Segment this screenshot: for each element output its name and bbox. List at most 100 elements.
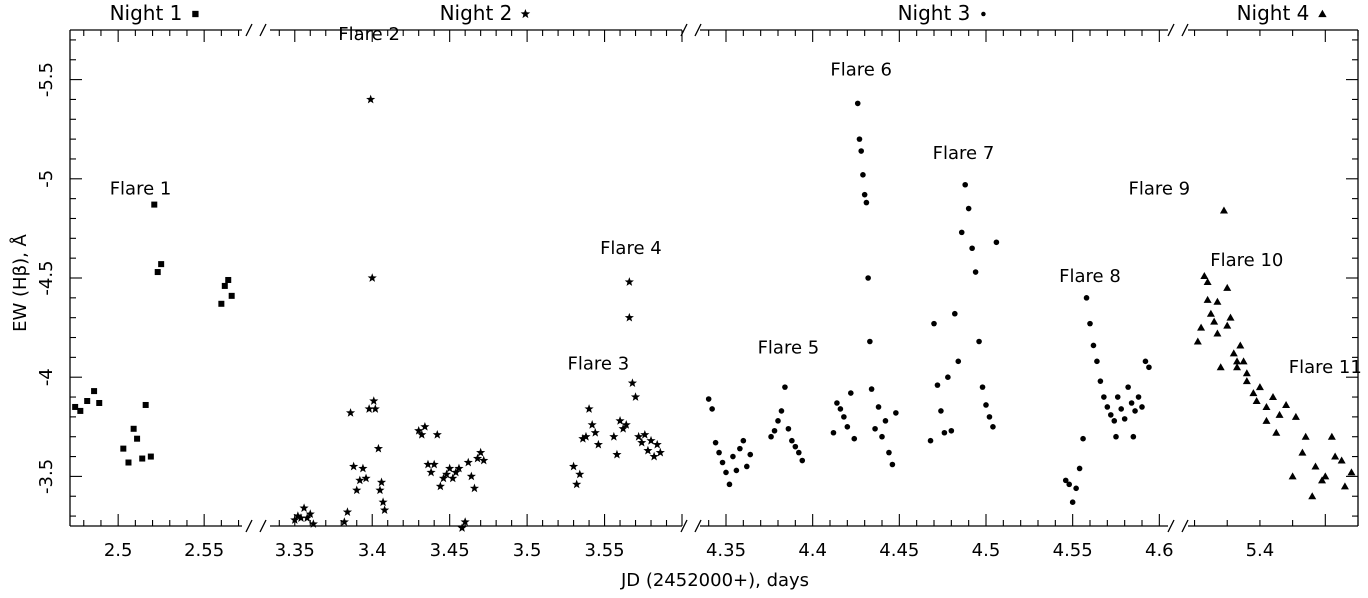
data-point bbox=[993, 239, 1000, 246]
data-point bbox=[479, 455, 489, 465]
data-point bbox=[851, 435, 858, 442]
flare-label: Flare 5 bbox=[758, 337, 820, 358]
data-point bbox=[380, 505, 390, 515]
x-tick-label: 4.55 bbox=[1053, 540, 1093, 561]
data-point bbox=[927, 437, 934, 444]
data-point bbox=[1193, 337, 1202, 345]
data-point bbox=[342, 507, 353, 516]
data-point bbox=[1121, 416, 1128, 422]
data-point bbox=[893, 410, 899, 416]
data-point bbox=[1269, 393, 1277, 401]
x-tick-label: 3.35 bbox=[275, 540, 315, 561]
data-point bbox=[969, 245, 975, 252]
night-label: Night 1 bbox=[110, 1, 183, 25]
axis-break-mark bbox=[1181, 23, 1189, 37]
data-point bbox=[1242, 377, 1251, 385]
data-point bbox=[941, 429, 948, 436]
data-point bbox=[1090, 342, 1097, 349]
data-point bbox=[1340, 482, 1349, 490]
x-axis-label: JD (2452000+), days bbox=[620, 570, 809, 591]
data-point bbox=[154, 269, 161, 276]
data-point bbox=[228, 292, 235, 299]
x-tick-label: 3.45 bbox=[430, 540, 470, 561]
data-point bbox=[1135, 394, 1142, 400]
data-point bbox=[771, 427, 778, 434]
data-point bbox=[624, 277, 634, 286]
data-point bbox=[308, 519, 318, 528]
data-point bbox=[630, 392, 641, 401]
data-point bbox=[134, 435, 141, 442]
data-point bbox=[844, 424, 851, 430]
data-point bbox=[785, 425, 792, 432]
data-point bbox=[1076, 465, 1083, 472]
axis-break-mark bbox=[1167, 23, 1175, 37]
data-point bbox=[442, 469, 452, 479]
data-point bbox=[886, 449, 892, 456]
data-point bbox=[712, 439, 719, 446]
night-label: Night 3 bbox=[898, 1, 971, 25]
data-point bbox=[370, 404, 380, 413]
data-point bbox=[290, 515, 300, 524]
y-axis-label: EW (Hβ), Å bbox=[9, 233, 31, 331]
data-point bbox=[782, 384, 788, 390]
data-point bbox=[1233, 363, 1242, 371]
data-point bbox=[799, 457, 806, 464]
data-point bbox=[861, 191, 868, 198]
data-point bbox=[581, 431, 591, 441]
data-point bbox=[1210, 317, 1219, 325]
data-point bbox=[1113, 433, 1119, 440]
data-point bbox=[352, 485, 362, 495]
data-point bbox=[1226, 313, 1235, 321]
axis-break-mark bbox=[259, 23, 267, 37]
data-point bbox=[417, 429, 427, 439]
data-point bbox=[841, 414, 847, 420]
x-tick-label: 2.55 bbox=[184, 540, 224, 561]
data-point bbox=[1308, 492, 1317, 500]
y-tick-label: -4.5 bbox=[36, 260, 57, 295]
flare-label: Flare 4 bbox=[600, 238, 662, 259]
axis-break-mark bbox=[694, 519, 702, 533]
data-point bbox=[1114, 394, 1121, 400]
data-point bbox=[796, 449, 802, 456]
data-point bbox=[1132, 408, 1138, 414]
data-point bbox=[830, 429, 837, 436]
data-point bbox=[1213, 329, 1222, 337]
data-point bbox=[945, 374, 951, 381]
data-point bbox=[373, 443, 383, 453]
data-point bbox=[432, 429, 442, 439]
night-legend-marker bbox=[1318, 9, 1327, 18]
data-point bbox=[139, 455, 146, 462]
data-point bbox=[1146, 364, 1152, 371]
data-point bbox=[716, 449, 722, 456]
data-point bbox=[1318, 476, 1327, 484]
data-point bbox=[120, 445, 127, 452]
data-point bbox=[296, 513, 306, 522]
data-point bbox=[445, 463, 455, 473]
flare-label: Flare 6 bbox=[830, 60, 892, 81]
data-point bbox=[856, 136, 863, 142]
data-point bbox=[719, 459, 726, 466]
data-point bbox=[990, 424, 996, 430]
data-point bbox=[423, 459, 433, 469]
data-point bbox=[740, 437, 747, 444]
data-point bbox=[130, 425, 137, 432]
data-point bbox=[860, 172, 866, 178]
data-point bbox=[221, 282, 228, 289]
data-point bbox=[1321, 472, 1330, 480]
x-tick-label: 3.4 bbox=[358, 540, 387, 561]
flare-label: Flare 8 bbox=[1059, 266, 1121, 287]
data-point bbox=[889, 461, 896, 468]
data-point bbox=[938, 408, 944, 414]
data-point bbox=[1219, 206, 1228, 214]
data-point bbox=[1252, 397, 1261, 405]
data-point bbox=[875, 404, 882, 410]
data-point bbox=[1255, 383, 1264, 391]
data-point bbox=[867, 338, 873, 345]
data-point bbox=[1272, 428, 1281, 436]
data-point bbox=[768, 433, 774, 440]
night-label: Night 4 bbox=[1237, 1, 1310, 25]
data-point bbox=[952, 310, 958, 317]
data-point bbox=[643, 445, 653, 455]
data-point bbox=[463, 457, 473, 467]
